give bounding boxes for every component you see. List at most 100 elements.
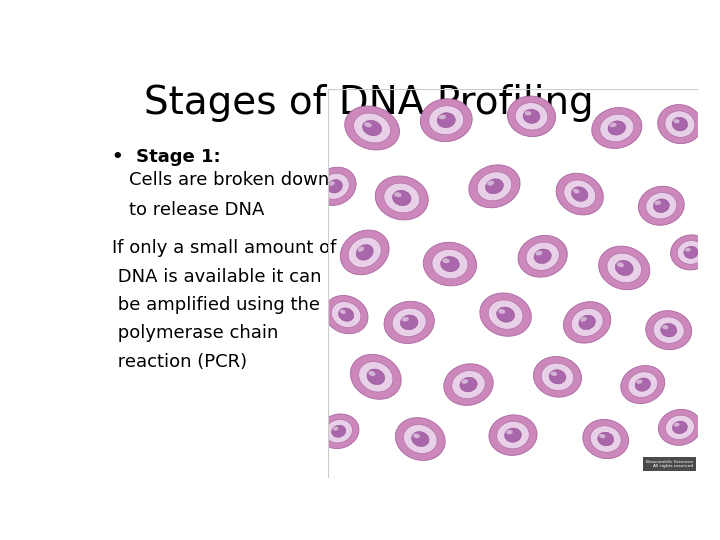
Ellipse shape <box>477 172 512 201</box>
Ellipse shape <box>608 121 626 135</box>
Ellipse shape <box>438 114 446 119</box>
Ellipse shape <box>610 123 616 127</box>
Ellipse shape <box>314 167 356 205</box>
Ellipse shape <box>480 293 531 336</box>
Ellipse shape <box>662 325 668 329</box>
Ellipse shape <box>420 99 472 141</box>
Ellipse shape <box>549 370 566 384</box>
Ellipse shape <box>617 262 624 267</box>
Ellipse shape <box>489 415 537 455</box>
Text: reaction (PCR): reaction (PCR) <box>112 353 248 370</box>
Ellipse shape <box>684 246 698 259</box>
Ellipse shape <box>523 109 540 124</box>
Ellipse shape <box>384 183 420 213</box>
Ellipse shape <box>348 237 381 267</box>
Ellipse shape <box>367 369 384 384</box>
Ellipse shape <box>670 235 711 270</box>
Ellipse shape <box>628 372 657 397</box>
Ellipse shape <box>345 106 400 150</box>
Ellipse shape <box>654 201 661 205</box>
Ellipse shape <box>653 199 670 213</box>
Ellipse shape <box>429 106 464 134</box>
Ellipse shape <box>685 248 690 252</box>
Ellipse shape <box>518 235 567 277</box>
Text: be amplified using the: be amplified using the <box>112 296 320 314</box>
Ellipse shape <box>582 420 629 458</box>
Ellipse shape <box>646 193 677 219</box>
Ellipse shape <box>506 430 513 434</box>
Ellipse shape <box>332 425 346 437</box>
Ellipse shape <box>590 426 621 452</box>
Ellipse shape <box>364 122 372 127</box>
Ellipse shape <box>526 242 559 271</box>
Ellipse shape <box>333 427 338 430</box>
Ellipse shape <box>369 371 375 376</box>
Ellipse shape <box>571 308 603 336</box>
Ellipse shape <box>661 323 677 337</box>
Ellipse shape <box>678 240 705 264</box>
Ellipse shape <box>616 260 633 275</box>
Ellipse shape <box>672 421 688 434</box>
Ellipse shape <box>354 113 390 143</box>
Ellipse shape <box>485 179 503 194</box>
Ellipse shape <box>639 186 684 225</box>
Ellipse shape <box>329 181 335 186</box>
Text: Bioscientific Sciences
All rights reserved: Bioscientific Sciences All rights reserv… <box>646 460 693 468</box>
Ellipse shape <box>534 356 582 397</box>
Ellipse shape <box>592 107 642 148</box>
Ellipse shape <box>375 176 428 220</box>
Ellipse shape <box>541 363 574 390</box>
Ellipse shape <box>331 302 361 328</box>
Ellipse shape <box>665 111 695 137</box>
Ellipse shape <box>321 173 349 199</box>
Text: to release DNA: to release DNA <box>129 201 264 219</box>
Text: Cells are broken down: Cells are broken down <box>129 171 329 189</box>
Text: DNA is available it can: DNA is available it can <box>112 268 322 286</box>
Ellipse shape <box>673 119 680 123</box>
Ellipse shape <box>564 302 611 343</box>
Ellipse shape <box>653 317 684 343</box>
Ellipse shape <box>646 310 692 350</box>
Ellipse shape <box>636 380 642 384</box>
Ellipse shape <box>564 180 595 208</box>
Ellipse shape <box>498 309 505 314</box>
Ellipse shape <box>536 251 542 255</box>
Ellipse shape <box>497 307 515 322</box>
Ellipse shape <box>516 103 548 130</box>
Ellipse shape <box>488 300 523 329</box>
Text: If only a small amount of: If only a small amount of <box>112 239 337 258</box>
Ellipse shape <box>328 180 343 193</box>
Ellipse shape <box>413 434 420 438</box>
Ellipse shape <box>324 295 368 334</box>
Text: Stages of DNA Profiling: Stages of DNA Profiling <box>144 84 594 122</box>
Ellipse shape <box>599 434 606 438</box>
Ellipse shape <box>403 424 437 454</box>
Ellipse shape <box>658 409 701 445</box>
Ellipse shape <box>423 242 477 286</box>
Text: polymerase chain: polymerase chain <box>112 324 279 342</box>
Ellipse shape <box>400 315 418 330</box>
Ellipse shape <box>665 415 694 440</box>
Ellipse shape <box>441 256 459 272</box>
Ellipse shape <box>556 173 603 215</box>
Ellipse shape <box>341 230 389 275</box>
Ellipse shape <box>657 105 702 144</box>
Ellipse shape <box>318 414 359 449</box>
Ellipse shape <box>462 379 468 384</box>
Ellipse shape <box>573 188 580 193</box>
Ellipse shape <box>460 377 477 392</box>
Ellipse shape <box>600 114 634 142</box>
Ellipse shape <box>551 372 557 376</box>
Ellipse shape <box>579 315 595 329</box>
Ellipse shape <box>452 370 485 399</box>
Ellipse shape <box>392 190 411 206</box>
Ellipse shape <box>444 364 493 406</box>
Ellipse shape <box>572 187 588 201</box>
Ellipse shape <box>487 181 494 186</box>
Ellipse shape <box>338 308 354 321</box>
Ellipse shape <box>508 96 556 137</box>
Ellipse shape <box>384 301 434 343</box>
Ellipse shape <box>497 421 529 449</box>
Ellipse shape <box>325 420 352 443</box>
Ellipse shape <box>392 308 426 336</box>
